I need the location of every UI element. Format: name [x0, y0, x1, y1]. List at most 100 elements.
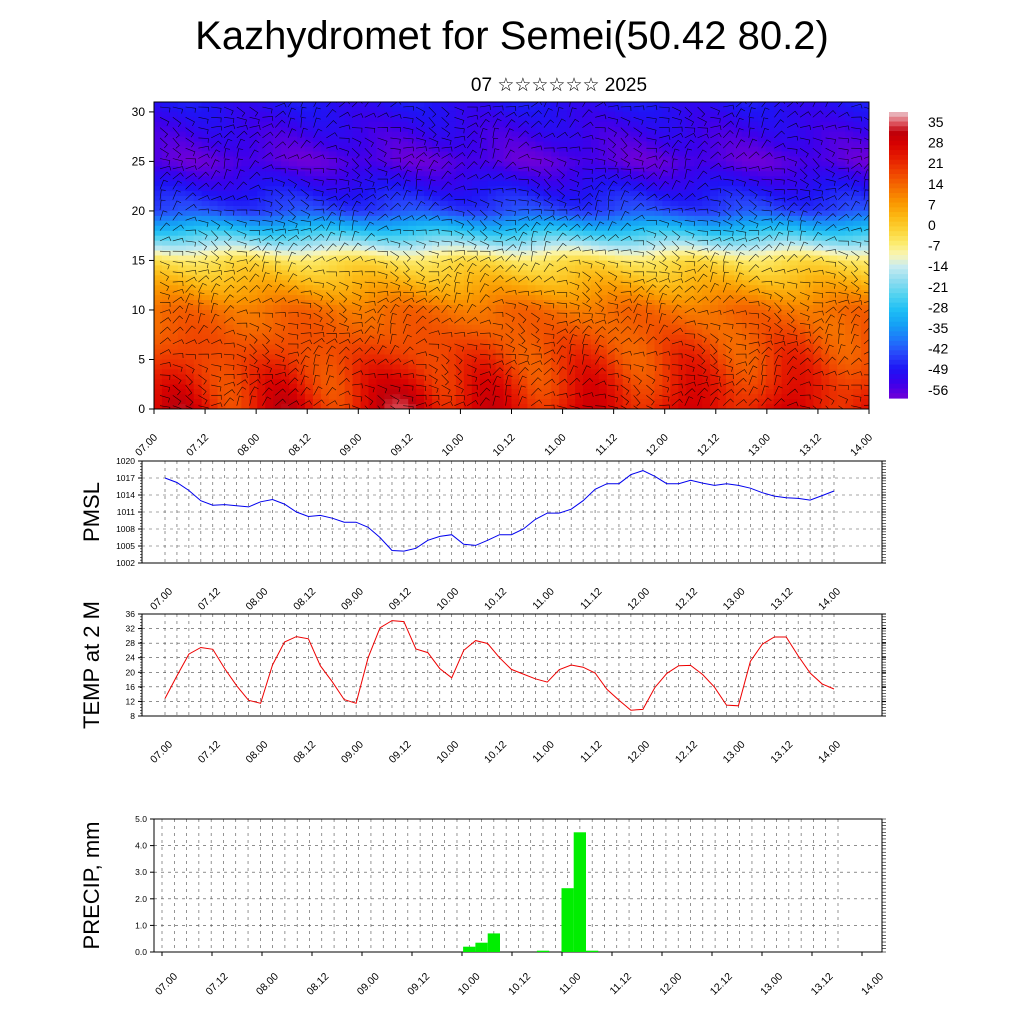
- heatmap-cell: [559, 126, 568, 133]
- heatmap-cell: [257, 334, 266, 341]
- heatmap-cell: [773, 235, 783, 242]
- heatmap-cell: [193, 359, 203, 366]
- heatmap-cell: [630, 171, 640, 177]
- heatmap-cell: [249, 339, 258, 346]
- heatmap-cell: [447, 102, 457, 108]
- heatmap-cell: [567, 220, 576, 227]
- heatmap-cell: [567, 156, 576, 163]
- heatmap-cell: [368, 136, 378, 143]
- heatmap-cell: [646, 186, 656, 192]
- heatmap-cell: [614, 275, 624, 281]
- heatmap-cell: [154, 196, 163, 202]
- heatmap-cell: [177, 285, 187, 291]
- heatmap-cell: [440, 176, 449, 182]
- heatmap-cell: [583, 255, 592, 262]
- heatmap-cell: [845, 339, 854, 346]
- heatmap-cell: [400, 240, 409, 247]
- heatmap-cell: [741, 121, 751, 128]
- heatmap-cell: [440, 324, 449, 331]
- heatmap-cell: [241, 369, 250, 375]
- heatmap-cell: [177, 354, 187, 361]
- heatmap-cell: [575, 285, 584, 291]
- heatmap-cell: [519, 121, 528, 128]
- heatmap-cell: [821, 220, 830, 227]
- heatmap-cell: [487, 290, 497, 296]
- heatmap-cell: [273, 339, 282, 346]
- heatmap-cell: [583, 319, 592, 326]
- heatmap-cell: [749, 131, 759, 138]
- heatmap-cell: [249, 369, 258, 375]
- heatmap-cell: [622, 334, 632, 341]
- heatmap-cell: [392, 280, 401, 286]
- heatmap-cell: [789, 285, 799, 291]
- heatmap-cell: [400, 205, 409, 212]
- heatmap-cell: [805, 146, 814, 153]
- heatmap-cell: [328, 176, 338, 182]
- heatmap-cell: [551, 191, 560, 197]
- heatmap-cell: [241, 196, 250, 202]
- heatmap-cell: [821, 161, 830, 167]
- heatmap-cell: [479, 314, 489, 321]
- heatmap-cell: [209, 131, 219, 138]
- heatmap-cell: [749, 186, 759, 192]
- heatmap-cell: [654, 354, 664, 361]
- heatmap-cell: [209, 111, 219, 118]
- heatmap-cell: [392, 314, 401, 321]
- heatmap-cell: [543, 146, 552, 153]
- heatmap-cell: [328, 181, 338, 187]
- heatmap-cell: [710, 334, 719, 341]
- heatmap-cell: [408, 245, 417, 252]
- heatmap-cell: [455, 225, 465, 232]
- heatmap-cell: [511, 270, 521, 276]
- heatmap-cell: [821, 339, 830, 346]
- heatmap-cell: [320, 334, 330, 341]
- heatmap-cell: [821, 300, 830, 306]
- heatmap-cell: [646, 339, 656, 346]
- heatmap-cell: [487, 245, 497, 252]
- heatmap-cell: [781, 136, 791, 143]
- heatmap-cell: [360, 329, 370, 336]
- heatmap-cell: [575, 181, 584, 187]
- heatmap-cell: [487, 166, 497, 172]
- heatmap-cell: [209, 280, 219, 286]
- heatmap-cell: [376, 245, 385, 252]
- heatmap-cell: [440, 131, 449, 138]
- heatmap-cell: [821, 324, 830, 331]
- heatmap-cell: [829, 186, 838, 192]
- heatmap-cell: [432, 215, 441, 222]
- heatmap-cell: [273, 186, 282, 192]
- heatmap-cell: [638, 225, 648, 232]
- heatmap-cell: [201, 131, 211, 138]
- heatmap-cell: [646, 126, 656, 133]
- heatmap-cell: [503, 334, 513, 341]
- heatmap-cell: [853, 220, 862, 227]
- heatmap-cell: [614, 324, 624, 331]
- heatmap-cell: [813, 106, 822, 113]
- heatmap-cell: [686, 111, 695, 118]
- heatmap-cell: [654, 146, 664, 153]
- heatmap-cell: [813, 220, 822, 227]
- heatmap-cell: [853, 121, 862, 128]
- heatmap-cell: [583, 250, 592, 257]
- heatmap-cell: [440, 300, 449, 306]
- heatmap-cell: [646, 354, 656, 361]
- heatmap-cell: [861, 329, 869, 336]
- heatmap-cell: [225, 305, 235, 311]
- heatmap-cell: [837, 230, 846, 237]
- heatmap-cell: [400, 111, 409, 118]
- heatmap-cell: [273, 220, 282, 227]
- heatmap-cell: [797, 225, 807, 232]
- heatmap-cell: [622, 201, 632, 207]
- heatmap-cell: [583, 290, 592, 296]
- heatmap-cell: [726, 324, 735, 331]
- heatmap-cell: [257, 225, 266, 232]
- heatmap-cell: [575, 339, 584, 346]
- heatmap-cell: [527, 205, 536, 212]
- heatmap-cell: [559, 146, 568, 153]
- heatmap-cell: [408, 205, 417, 212]
- heatmap-cell: [702, 191, 711, 197]
- heatmap-cell: [408, 136, 417, 143]
- heatmap-cell: [598, 131, 608, 138]
- heatmap-cell: [789, 225, 799, 232]
- heatmap-cell: [590, 339, 600, 346]
